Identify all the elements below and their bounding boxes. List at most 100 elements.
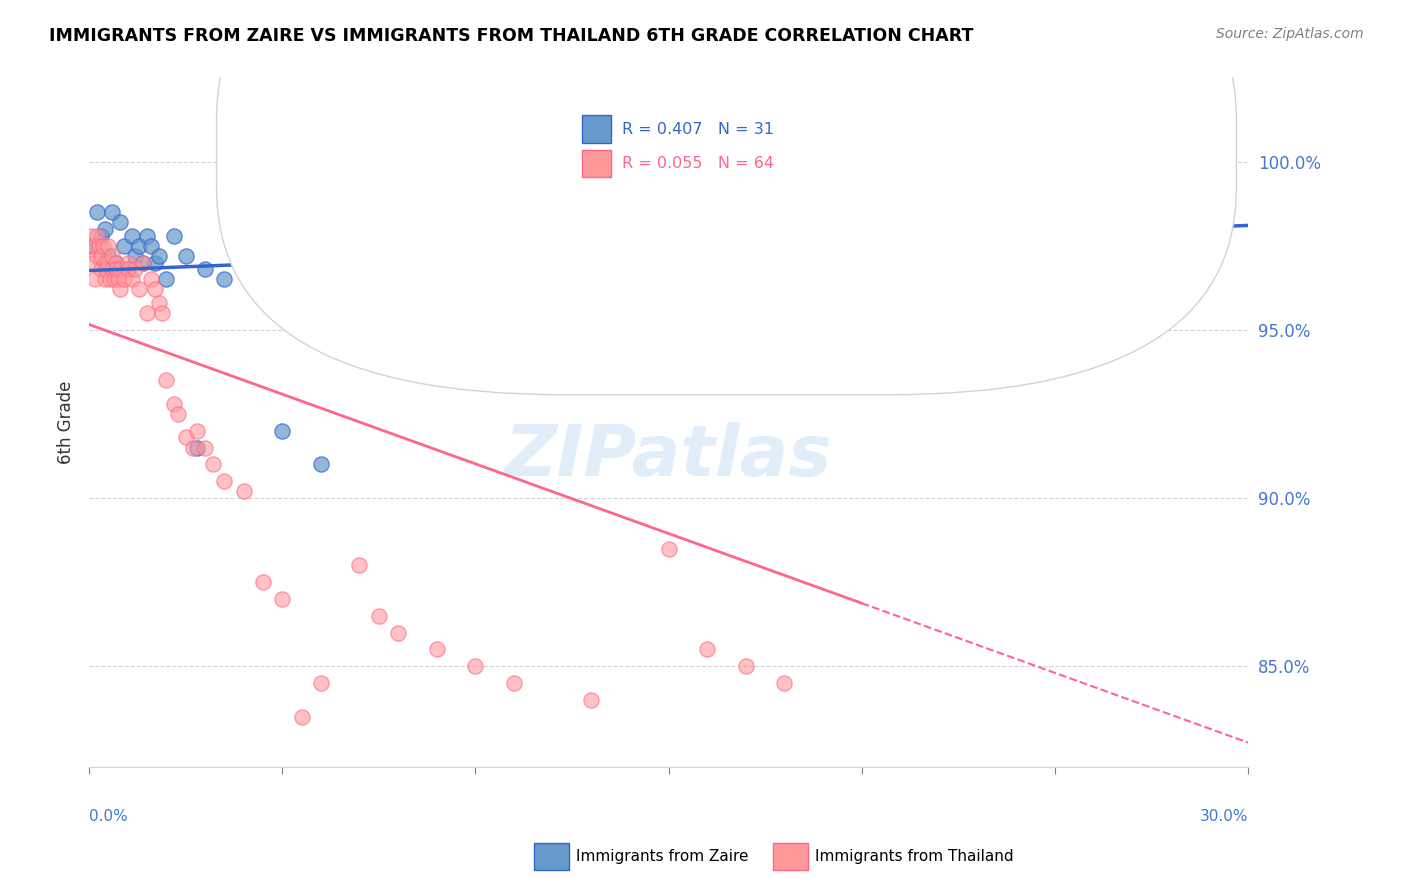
Immigrants from Thailand (183, 441, 205, 455)
Immigrants from Zaire (121, 228, 143, 243)
Immigrants from Thailand (112, 272, 135, 286)
Immigrants from Zaire (124, 249, 146, 263)
Immigrants from Thailand (143, 282, 166, 296)
Immigrants from Thailand (82, 255, 104, 269)
Immigrants from Thailand (464, 659, 486, 673)
Immigrants from Thailand (86, 228, 108, 243)
Immigrants from Zaire (112, 238, 135, 252)
Immigrants from Zaire (97, 249, 120, 263)
Immigrants from Thailand (101, 249, 124, 263)
Immigrants from Zaire (105, 255, 128, 269)
Immigrants from Thailand (773, 676, 796, 690)
Immigrants from Thailand (82, 238, 104, 252)
Immigrants from Thailand (91, 238, 114, 252)
Immigrants from Zaire (90, 228, 112, 243)
Text: ZIPatlas: ZIPatlas (505, 422, 832, 491)
Immigrants from Zaire (128, 238, 150, 252)
Immigrants from Thailand (97, 255, 120, 269)
Immigrants from Zaire (117, 262, 139, 277)
Immigrants from Thailand (90, 249, 112, 263)
Immigrants from Thailand (128, 282, 150, 296)
Immigrants from Thailand (174, 430, 197, 444)
Immigrants from Thailand (148, 296, 170, 310)
Text: R = 0.055   N = 64: R = 0.055 N = 64 (623, 156, 775, 171)
Immigrants from Zaire (349, 272, 371, 286)
Immigrants from Thailand (657, 541, 679, 556)
Immigrants from Thailand (152, 306, 174, 320)
Immigrants from Thailand (271, 592, 294, 607)
Immigrants from Zaire (1043, 137, 1066, 152)
Bar (582, 150, 610, 178)
Immigrants from Thailand (90, 262, 112, 277)
Immigrants from Zaire (82, 238, 104, 252)
Immigrants from Thailand (734, 659, 756, 673)
Immigrants from Thailand (83, 272, 105, 286)
Immigrants from Zaire (271, 424, 294, 438)
Immigrants from Thailand (928, 238, 950, 252)
Immigrants from Thailand (367, 608, 389, 623)
Immigrants from Thailand (93, 255, 115, 269)
Text: 0.0%: 0.0% (89, 809, 128, 823)
Immigrants from Zaire (143, 255, 166, 269)
Immigrants from Thailand (167, 407, 190, 421)
Immigrants from Zaire (214, 272, 236, 286)
Immigrants from Thailand (851, 306, 873, 320)
Immigrants from Zaire (136, 228, 159, 243)
Immigrants from Zaire (194, 262, 217, 277)
Immigrants from Thailand (98, 272, 121, 286)
Immigrants from Thailand (121, 272, 143, 286)
Immigrants from Zaire (186, 441, 208, 455)
Text: 30.0%: 30.0% (1199, 809, 1249, 823)
Immigrants from Zaire (174, 249, 197, 263)
Immigrants from Thailand (132, 255, 155, 269)
Immigrants from Zaire (232, 255, 254, 269)
Y-axis label: 6th Grade: 6th Grade (58, 381, 75, 464)
Immigrants from Thailand (86, 249, 108, 263)
Immigrants from Zaire (464, 238, 486, 252)
Immigrants from Thailand (80, 228, 103, 243)
Immigrants from Zaire (163, 228, 186, 243)
Immigrants from Zaire (86, 205, 108, 219)
Immigrants from Thailand (581, 693, 603, 707)
Immigrants from Thailand (1043, 272, 1066, 286)
Immigrants from Zaire (148, 249, 170, 263)
Immigrants from Thailand (105, 255, 128, 269)
Immigrants from Thailand (163, 397, 186, 411)
Immigrants from Thailand (124, 262, 146, 277)
Immigrants from Thailand (696, 642, 718, 657)
Immigrants from Thailand (194, 441, 217, 455)
Immigrants from Thailand (96, 262, 118, 277)
Text: Immigrants from Thailand: Immigrants from Thailand (815, 849, 1014, 863)
Immigrants from Thailand (117, 255, 139, 269)
Immigrants from Zaire (387, 249, 409, 263)
Immigrants from Thailand (93, 272, 115, 286)
Immigrants from Thailand (252, 575, 274, 590)
Immigrants from Thailand (108, 282, 131, 296)
Immigrants from Zaire (93, 222, 115, 236)
Bar (582, 115, 610, 143)
Immigrants from Thailand (101, 262, 124, 277)
Immigrants from Thailand (155, 373, 177, 387)
Immigrants from Zaire (309, 458, 332, 472)
Immigrants from Thailand (290, 710, 312, 724)
Immigrants from Thailand (186, 424, 208, 438)
Immigrants from Thailand (426, 642, 449, 657)
Text: Source: ZipAtlas.com: Source: ZipAtlas.com (1216, 27, 1364, 41)
Immigrants from Zaire (101, 205, 124, 219)
Immigrants from Thailand (232, 484, 254, 499)
Immigrants from Zaire (155, 272, 177, 286)
Immigrants from Thailand (387, 625, 409, 640)
FancyBboxPatch shape (217, 0, 1236, 395)
Immigrants from Thailand (117, 262, 139, 277)
Immigrants from Thailand (349, 558, 371, 573)
Immigrants from Thailand (107, 272, 129, 286)
Immigrants from Thailand (87, 238, 110, 252)
Immigrants from Zaire (132, 255, 155, 269)
Immigrants from Thailand (136, 306, 159, 320)
Immigrants from Thailand (97, 238, 120, 252)
Immigrants from Thailand (105, 262, 128, 277)
Text: R = 0.407   N = 31: R = 0.407 N = 31 (623, 121, 775, 136)
Immigrants from Zaire (108, 215, 131, 229)
Immigrants from Thailand (201, 458, 224, 472)
Immigrants from Thailand (103, 272, 125, 286)
